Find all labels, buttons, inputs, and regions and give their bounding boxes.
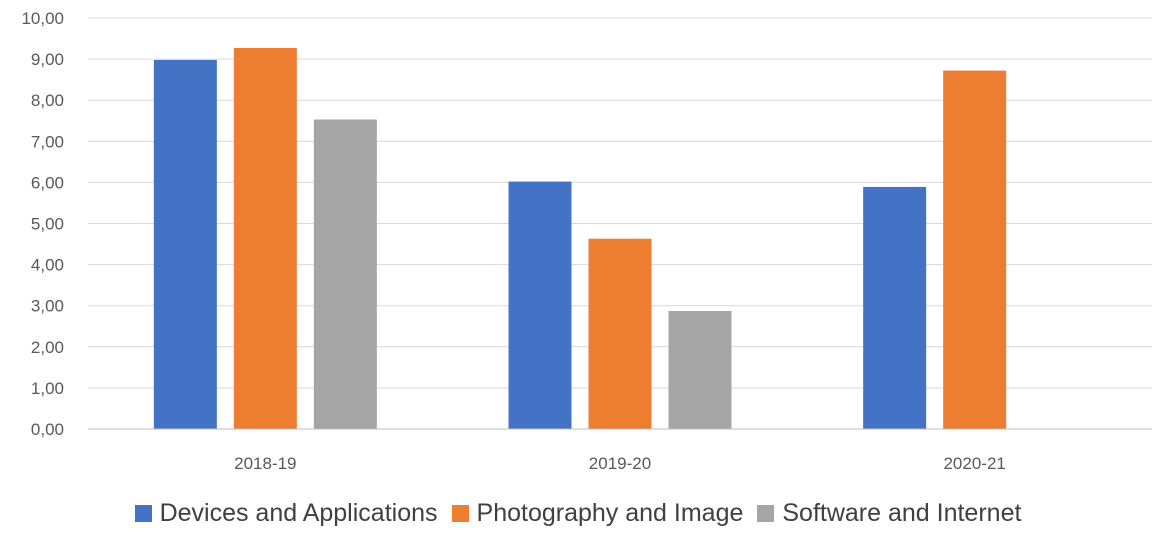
legend-swatch: [451, 504, 469, 522]
x-tick-label: 2018-19: [234, 454, 296, 473]
legend-swatch: [134, 504, 152, 522]
bars: [153, 48, 1007, 430]
bar-2019-20-1: [508, 181, 572, 429]
legend: Devices and Applications Photography and …: [0, 496, 1156, 530]
legend-item: Software and Internet: [757, 499, 1021, 528]
bar-2018-19-2: [233, 48, 297, 430]
y-tick-label: 1,00: [31, 379, 64, 398]
legend-label: Photography and Image: [476, 498, 744, 527]
bar-2020-21-1: [863, 186, 927, 429]
legend-label: Software and Internet: [782, 498, 1022, 527]
x-tick-label: 2020-21: [943, 454, 1005, 473]
y-tick-label: 5,00: [31, 215, 64, 234]
y-tick-label: 3,00: [31, 297, 64, 316]
y-tick-label: 8,00: [31, 91, 64, 110]
bar-2019-20-3: [668, 311, 732, 429]
bar-2019-20-2: [588, 238, 652, 429]
y-tick-label: 9,00: [31, 50, 64, 69]
y-tick-label: 7,00: [31, 132, 64, 151]
y-tick-label: 2,00: [31, 338, 64, 357]
bar-2018-19-3: [313, 119, 377, 429]
x-tick-label: 2019-20: [589, 454, 651, 473]
bar-2020-21-2: [943, 70, 1007, 429]
y-tick-label: 6,00: [31, 173, 64, 192]
legend-item: Photography and Image: [451, 498, 744, 528]
y-tick-label: 0,00: [31, 420, 64, 439]
bar-chart: 0,00 1,00 2,00 3,00 4,00 5,00 6,00 7,00 8,00 9,00…: [21, 9, 1152, 473]
bar-2018-19-1: [153, 59, 217, 430]
legend-swatch: [757, 504, 775, 522]
legend-item: Devices and Applications: [134, 498, 438, 528]
legend-label: Devices and Applications: [159, 498, 438, 527]
y-tick-label: 10,00: [21, 9, 64, 28]
y-tick-label: 4,00: [31, 256, 64, 275]
x-axis-tick-labels: 2018-19 2019-20 2020-21: [234, 454, 1006, 473]
y-axis-tick-labels: 0,00 1,00 2,00 3,00 4,00 5,00 6,00 7,00 8,00 9,00…: [21, 9, 64, 439]
